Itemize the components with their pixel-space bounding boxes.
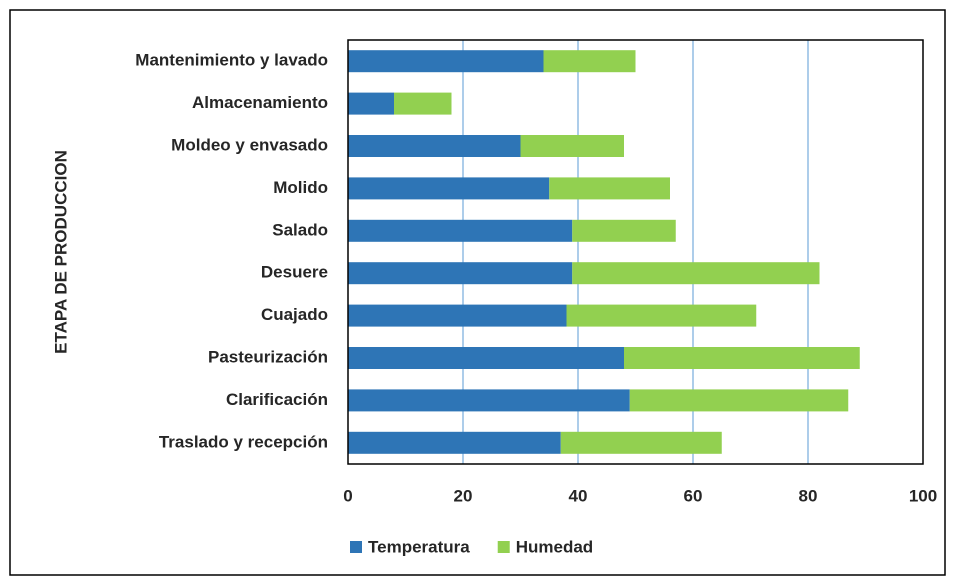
bar — [348, 262, 573, 285]
chart-frame — [9, 9, 946, 576]
bar — [348, 92, 394, 115]
bar — [543, 50, 636, 73]
y-tick-label: Almacenamiento — [192, 93, 328, 112]
y-tick-label: Cuajado — [261, 305, 328, 324]
y-tick-label: Pasteurización — [208, 347, 328, 366]
bar — [348, 304, 567, 327]
bar — [566, 304, 757, 327]
y-axis-label: ETAPA DE PRODUCCION — [51, 150, 70, 354]
legend-label: Temperatura — [368, 537, 470, 556]
y-tick-label: Clarificación — [226, 390, 328, 409]
bar — [348, 177, 550, 200]
bar — [572, 219, 676, 242]
x-tick-label: 20 — [454, 486, 473, 505]
bar — [520, 135, 624, 157]
bar — [348, 135, 521, 157]
bar — [348, 50, 544, 73]
bar — [348, 219, 573, 242]
y-tick-label: Salado — [272, 220, 328, 239]
x-tick-label: 60 — [684, 486, 703, 505]
bar — [348, 389, 630, 412]
y-tick-label: Desuere — [261, 263, 328, 282]
bar — [348, 347, 624, 369]
legend-swatch — [350, 541, 362, 553]
bar — [560, 431, 722, 454]
plot-frame — [347, 39, 924, 465]
x-tick-label: 0 — [343, 486, 352, 505]
y-tick-label: Traslado y recepción — [159, 432, 328, 451]
bar — [572, 262, 820, 285]
y-tick-label: Moldeo y envasado — [171, 135, 328, 154]
x-tick-label: 40 — [569, 486, 588, 505]
legend-label: Humedad — [516, 537, 593, 556]
y-tick-label: Molido — [273, 178, 328, 197]
bar — [624, 347, 860, 369]
legend-swatch — [497, 541, 510, 553]
bar — [394, 92, 452, 115]
y-tick-label: Mantenimiento y lavado — [135, 51, 328, 70]
bar — [549, 177, 670, 200]
x-tick-label: 80 — [799, 486, 818, 505]
bar — [629, 389, 849, 412]
bar — [348, 431, 561, 454]
x-tick-label: 100 — [909, 486, 937, 505]
